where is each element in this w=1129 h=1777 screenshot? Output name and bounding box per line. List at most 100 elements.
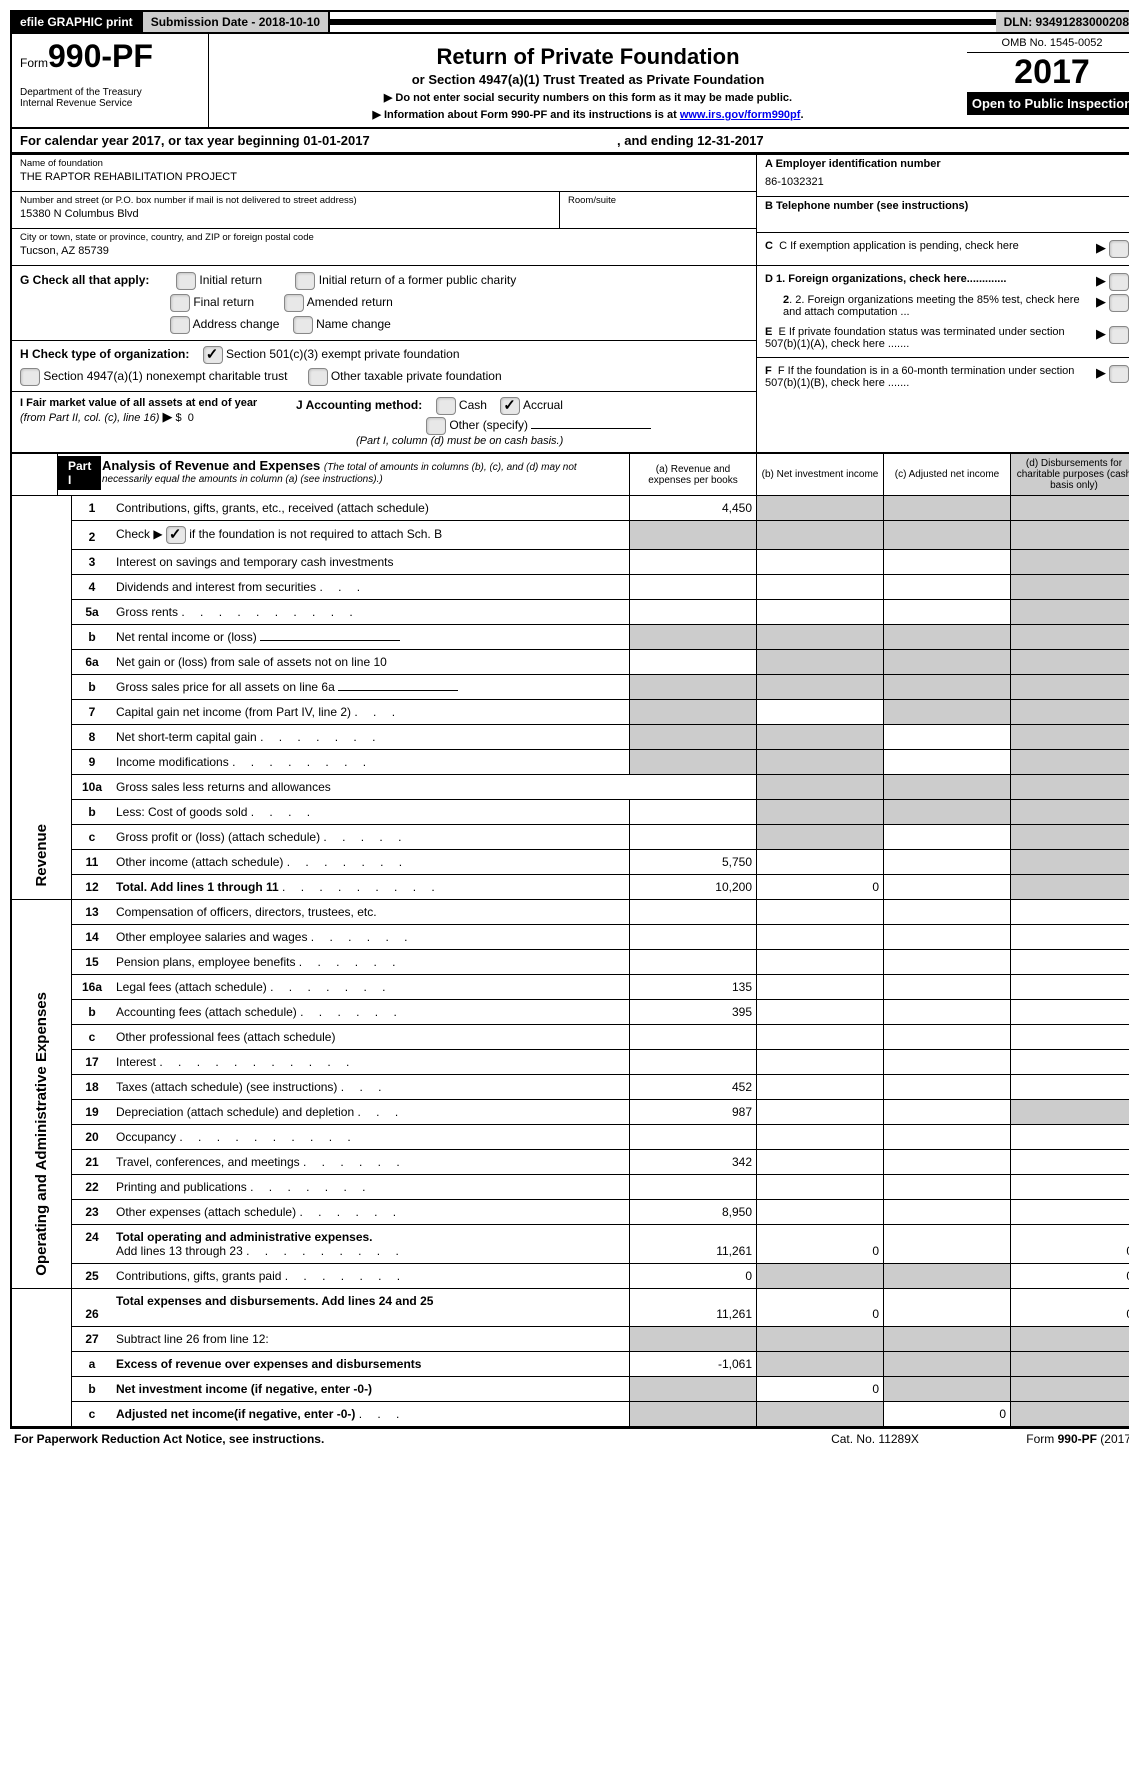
501c3-checkbox[interactable] <box>203 346 223 364</box>
col-c-val: 0 <box>884 1402 1011 1427</box>
accrual-label: Accrual <box>523 398 563 412</box>
row-19: 19 Depreciation (attach schedule) and de… <box>11 1100 1129 1125</box>
line-desc: Pension plans, employee benefits . . . .… <box>112 950 630 975</box>
4947-checkbox[interactable] <box>20 368 40 386</box>
other-taxable-checkbox[interactable] <box>308 368 328 386</box>
amended-label: Amended return <box>307 295 393 309</box>
initial-former-checkbox[interactable] <box>295 272 315 290</box>
footer-left: For Paperwork Reduction Act Notice, see … <box>14 1432 775 1446</box>
form-number: 990-PF <box>48 38 153 74</box>
line-desc: Excess of revenue over expenses and disb… <box>112 1352 630 1377</box>
row-24: 24 Total operating and administrative ex… <box>11 1225 1129 1264</box>
initial-return-checkbox[interactable] <box>176 272 196 290</box>
f-checkbox[interactable] <box>1109 365 1129 383</box>
address-change-checkbox[interactable] <box>170 316 190 334</box>
footer-formref: Form 990-PF (2017) <box>975 1432 1129 1446</box>
line-desc: Dividends and interest from securities .… <box>112 575 630 600</box>
cash-checkbox[interactable] <box>436 397 456 415</box>
c-checkbox[interactable] <box>1109 240 1129 258</box>
i-dollar: $ <box>176 412 182 424</box>
row-12: 12 Total. Add lines 1 through 11 . . . .… <box>11 875 1129 900</box>
cal-year-end: , and ending 12-31-2017 <box>617 133 764 148</box>
line-desc: Total operating and administrative expen… <box>112 1225 630 1264</box>
schb-checkbox[interactable] <box>166 526 186 544</box>
row-16b: b Accounting fees (attach schedule) . . … <box>11 1000 1129 1025</box>
row-13: Operating and Administrative Expenses 13… <box>11 900 1129 925</box>
other-method-label: Other (specify) <box>449 418 528 432</box>
col-c-val <box>884 496 1011 521</box>
g-label: G Check all that apply: <box>20 273 149 287</box>
line-num: 12 <box>72 875 113 900</box>
col-b-val: 0 <box>757 1225 884 1264</box>
d2-checkbox[interactable] <box>1109 294 1129 312</box>
col-a-val: 11,261 <box>630 1225 757 1264</box>
line-num: 18 <box>72 1075 113 1100</box>
accrual-checkbox[interactable] <box>500 397 520 415</box>
row-1: Revenue 1 Contributions, gifts, grants, … <box>11 496 1129 521</box>
c-text: C If exemption application is pending, c… <box>779 240 1019 252</box>
submission-date: Submission Date - 2018-10-10 <box>143 12 330 32</box>
amended-checkbox[interactable] <box>284 294 304 312</box>
line-desc: Contributions, gifts, grants paid . . . … <box>112 1264 630 1289</box>
line-desc: Check ▶ if the foundation is not require… <box>112 521 630 550</box>
omb-number: OMB No. 1545-0052 <box>967 34 1129 53</box>
col-a-val: 4,450 <box>630 496 757 521</box>
line-desc: Accounting fees (attach schedule) . . . … <box>112 1000 630 1025</box>
row-16c: c Other professional fees (attach schedu… <box>11 1025 1129 1050</box>
revenue-side-label: Revenue <box>11 496 72 900</box>
col-a-val: 342 <box>630 1150 757 1175</box>
i-value: 0 <box>188 412 194 424</box>
instructions-link[interactable]: www.irs.gov/form990pf <box>680 109 801 121</box>
col-b-val: 0 <box>757 875 884 900</box>
line-desc: Gross rents . . . . . . . . . . <box>112 600 630 625</box>
e-checkbox[interactable] <box>1109 326 1129 344</box>
line-num: 22 <box>72 1175 113 1200</box>
blank-side <box>11 1289 72 1427</box>
d1-text: D 1. Foreign organizations, check here..… <box>765 273 1006 285</box>
instructions-prefix: ▶ Information about Form 990-PF and its … <box>372 109 679 121</box>
line-desc: Subtract line 26 from line 12: <box>112 1327 630 1352</box>
final-return-label: Final return <box>193 295 254 309</box>
part1-header: Part I Analysis of Revenue and Expenses … <box>10 454 1129 496</box>
d1-checkbox[interactable] <box>1109 273 1129 291</box>
city-label: City or town, state or province, country… <box>20 232 748 243</box>
header-right: OMB No. 1545-0052 2017 Open to Public In… <box>967 34 1129 127</box>
j-note: (Part I, column (d) must be on cash basi… <box>296 435 748 447</box>
name-change-checkbox[interactable] <box>293 316 313 334</box>
h-label: H Check type of organization: <box>20 347 189 361</box>
line-desc: Net short-term capital gain . . . . . . … <box>112 725 630 750</box>
open-inspection: Open to Public Inspection <box>967 92 1129 115</box>
other-method-checkbox[interactable] <box>426 417 446 435</box>
col-d-val: 0 <box>1011 1289 1129 1327</box>
initial-former-label: Initial return of a former public charit… <box>319 273 516 287</box>
street-cell: Number and street (or P.O. box number if… <box>12 192 560 228</box>
identity-left: Name of foundation THE RAPTOR REHABILITA… <box>12 155 756 454</box>
line-num: b <box>72 625 113 650</box>
col-b-val: 0 <box>757 1377 884 1402</box>
line-desc: Total. Add lines 1 through 11 . . . . . … <box>112 875 630 900</box>
row-11: 11 Other income (attach schedule) . . . … <box>11 850 1129 875</box>
section-i: I Fair market value of all assets at end… <box>12 392 288 452</box>
row-14: 14 Other employee salaries and wages . .… <box>11 925 1129 950</box>
line-num: 27 <box>72 1327 113 1352</box>
phone-cell: B Telephone number (see instructions) <box>757 197 1129 233</box>
col-a-val: 987 <box>630 1100 757 1125</box>
line-num: 10a <box>72 775 113 800</box>
row-3: 3 Interest on savings and temporary cash… <box>11 550 1129 575</box>
line-num: 21 <box>72 1150 113 1175</box>
row-23: 23 Other expenses (attach schedule) . . … <box>11 1200 1129 1225</box>
row-10b: b Less: Cost of goods sold . . . . <box>11 800 1129 825</box>
other-specify-line[interactable] <box>531 428 651 429</box>
row-27a: a Excess of revenue over expenses and di… <box>11 1352 1129 1377</box>
row-10c: c Gross profit or (loss) (attach schedul… <box>11 825 1129 850</box>
ein-label: A Employer identification number <box>765 158 1129 170</box>
line-num: 14 <box>72 925 113 950</box>
row-20: 20 Occupancy . . . . . . . . . . <box>11 1125 1129 1150</box>
line-num: 7 <box>72 700 113 725</box>
form-warning: ▶ Do not enter social security numbers o… <box>217 91 959 104</box>
street-label: Number and street (or P.O. box number if… <box>20 195 551 206</box>
row-17: 17 Interest . . . . . . . . . . . <box>11 1050 1129 1075</box>
final-return-checkbox[interactable] <box>170 294 190 312</box>
initial-return-label: Initial return <box>199 273 262 287</box>
section-f: F F If the foundation is in a 60-month t… <box>757 358 1129 454</box>
